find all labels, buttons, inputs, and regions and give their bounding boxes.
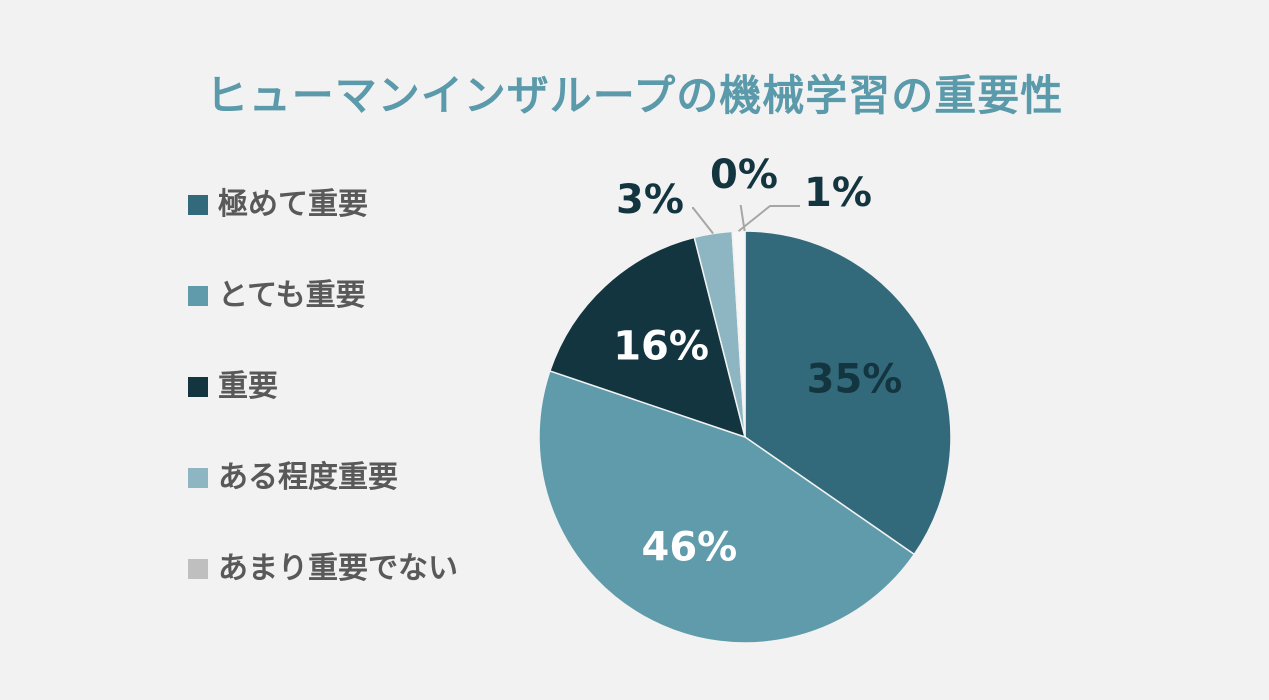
- legend-swatch: [188, 559, 208, 579]
- legend-swatch: [188, 468, 208, 488]
- pie-slice-very-important: [538, 369, 916, 644]
- chart-title: ヒューマンインザループの機械学習の重要性: [205, 71, 1064, 120]
- legend-swatch: [188, 195, 208, 215]
- data-label-somewhat-important: 3%: [616, 177, 684, 223]
- data-label-extremely-important: 35%: [807, 357, 903, 403]
- data-label-very-important: 46%: [642, 524, 738, 570]
- pie-slice-important: [548, 236, 747, 439]
- data-label-important: 16%: [613, 323, 709, 369]
- legend-label: 極めて重要: [218, 187, 368, 222]
- legend-label: ある程度重要: [218, 460, 398, 495]
- legend-item-important: 重要: [188, 364, 478, 410]
- leader-line-not-very-important: [737, 205, 800, 232]
- legend: 極めて重要 とても重要 重要 ある程度重要 あまり重要でない: [188, 182, 478, 592]
- legend-swatch: [188, 286, 208, 306]
- legend-item-not-very-important: あまり重要でない: [188, 546, 478, 592]
- leader-line-somewhat-important: [692, 207, 714, 235]
- data-label-zero: 0%: [710, 152, 778, 198]
- legend-label: とても重要: [218, 278, 366, 313]
- legend-item-somewhat-important: ある程度重要: [188, 455, 478, 501]
- pie-slice-extremely-important: [744, 230, 952, 556]
- legend-swatch: [188, 377, 208, 397]
- legend-label: あまり重要でない: [218, 551, 458, 586]
- data-label-not-very-important: 1%: [804, 170, 872, 216]
- legend-item-very-important: とても重要: [188, 273, 478, 319]
- legend-item-extremely-important: 極めて重要: [188, 182, 478, 228]
- legend-label: 重要: [218, 369, 278, 404]
